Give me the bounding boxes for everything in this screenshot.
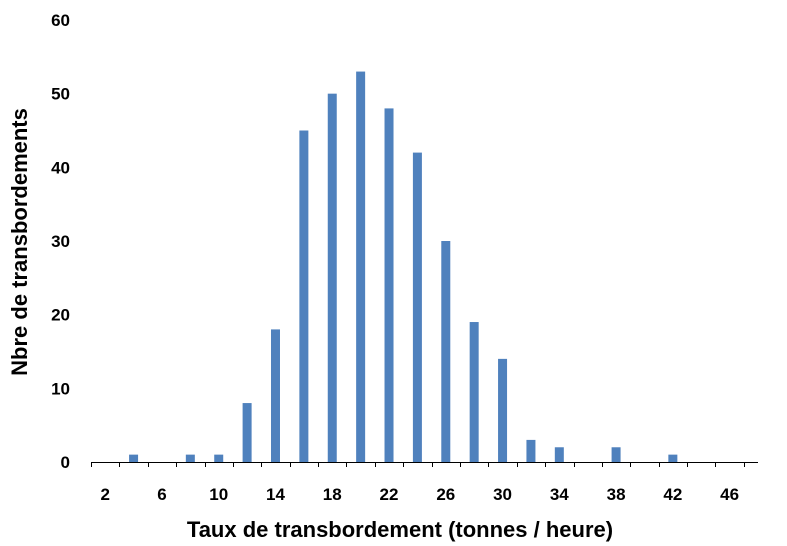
bar — [412, 152, 422, 462]
y-tick-label: 60 — [51, 11, 70, 30]
x-tick-label: 10 — [209, 485, 228, 504]
x-tick-label: 34 — [550, 485, 569, 504]
bar — [668, 454, 678, 462]
x-ticks-layer — [91, 462, 745, 467]
x-tick-label: 2 — [100, 485, 109, 504]
bar — [129, 454, 139, 462]
bar — [242, 403, 252, 462]
y-tick-label: 30 — [51, 232, 70, 251]
bar — [526, 439, 536, 462]
x-tick-labels-layer: 2 6 10 14 18 22 26 30 34 38 42 46 — [100, 485, 739, 504]
x-tick-label: 18 — [323, 485, 342, 504]
y-axis-title: Nbre de transbordements — [7, 108, 32, 376]
bar — [356, 71, 366, 463]
bar — [611, 447, 621, 462]
bar — [498, 358, 508, 462]
x-tick-label: 26 — [436, 485, 455, 504]
bars-layer — [129, 71, 678, 463]
bar — [214, 454, 224, 462]
bar — [270, 329, 280, 462]
x-tick-label: 42 — [663, 485, 682, 504]
bar — [554, 447, 564, 462]
y-tick-label: 40 — [51, 158, 70, 177]
bar — [469, 322, 479, 462]
x-tick-label: 6 — [157, 485, 166, 504]
x-tick-label: 30 — [493, 485, 512, 504]
y-tick-label: 10 — [51, 379, 70, 398]
x-tick-label: 14 — [266, 485, 285, 504]
x-tick-label: 22 — [380, 485, 399, 504]
bar — [185, 454, 195, 462]
y-tick-label: 0 — [61, 453, 70, 472]
x-tick-label: 38 — [607, 485, 626, 504]
x-tick-label: 46 — [720, 485, 739, 504]
bar — [299, 130, 309, 462]
x-axis-title: Taux de transbordement (tonnes / heure) — [187, 517, 613, 542]
y-tick-label: 50 — [51, 85, 70, 104]
bar — [441, 241, 451, 462]
y-tick-labels-layer: 0 10 20 30 40 50 60 — [51, 11, 70, 472]
y-tick-label: 20 — [51, 306, 70, 325]
bar — [384, 108, 394, 463]
bar — [327, 93, 337, 463]
